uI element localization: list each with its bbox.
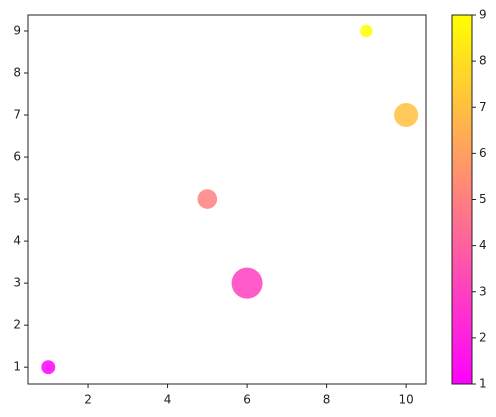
- colorbar-tick-label: 7: [479, 100, 487, 114]
- colorbar-tick-label: 8: [479, 54, 487, 68]
- y-tick-label: 8: [13, 65, 21, 79]
- x-tick-label: 4: [164, 393, 172, 407]
- x-tick-label: 6: [243, 393, 251, 407]
- scatter-point: [197, 189, 218, 209]
- colorbar-tick-label: 9: [479, 8, 487, 22]
- x-tick-label: 2: [84, 393, 92, 407]
- x-tick-label: 8: [323, 393, 331, 407]
- colorbar-tick-label: 4: [479, 238, 487, 252]
- y-tick-label: 9: [13, 23, 21, 37]
- colorbar-tick-label: 3: [479, 284, 487, 298]
- y-tick-label: 1: [13, 360, 21, 374]
- y-tick-label: 3: [13, 276, 21, 290]
- y-tick-label: 6: [13, 150, 21, 164]
- x-tick-label: 10: [398, 393, 413, 407]
- colorbar-tick-label: 2: [479, 330, 487, 344]
- scatter-point: [360, 24, 373, 38]
- scatter-point: [41, 360, 56, 375]
- colorbar-tick-label: 6: [479, 146, 487, 160]
- colorbar-tick-label: 1: [479, 377, 487, 391]
- scatter-point: [394, 102, 419, 128]
- colorbar-tick-label: 5: [479, 192, 487, 206]
- colorbar: [451, 14, 473, 385]
- y-tick-label: 2: [13, 318, 21, 332]
- scatter-point: [231, 267, 263, 299]
- y-tick-label: 4: [13, 234, 21, 248]
- plot-frame: [27, 14, 427, 385]
- y-tick-label: 7: [13, 108, 21, 122]
- y-tick-label: 5: [13, 192, 21, 206]
